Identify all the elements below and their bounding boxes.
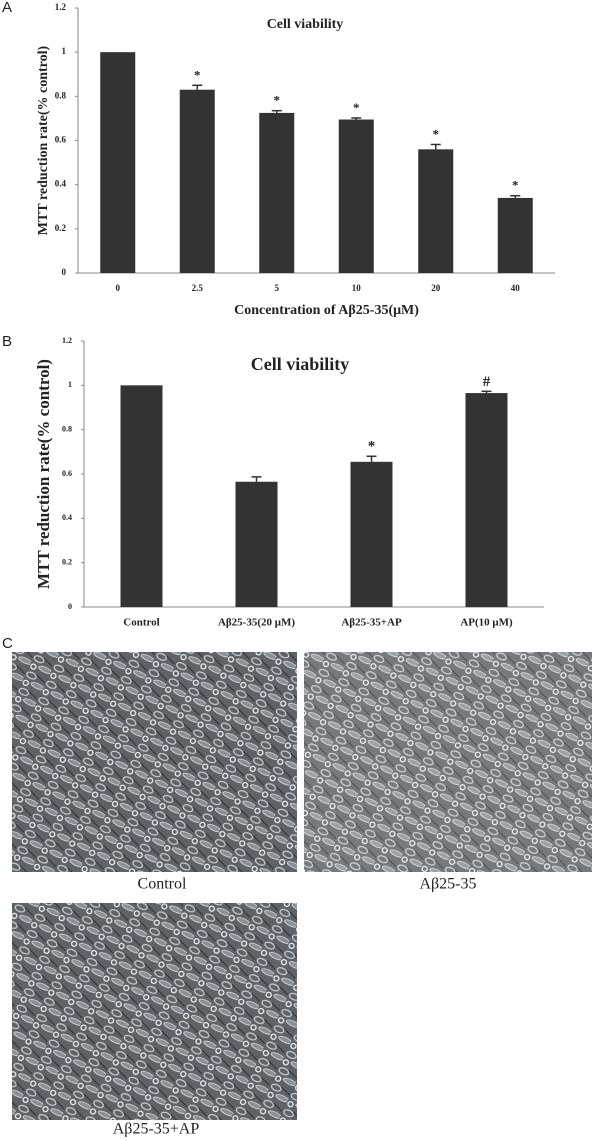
y-tick-label: 0.2 — [62, 557, 72, 566]
annotation: * — [512, 178, 519, 193]
panel-c: C Control Aβ25-35 Aβ25-35+AP — [2, 635, 592, 1138]
bar — [350, 461, 393, 607]
micrograph — [12, 652, 297, 872]
y-tick-label: 1 — [68, 380, 72, 389]
x-tick-label: 20 — [431, 283, 441, 293]
annotation: * — [368, 439, 376, 455]
annotation: # — [483, 374, 491, 390]
y-tick-label: 0.6 — [55, 135, 67, 145]
annotation: * — [353, 100, 360, 115]
bar — [235, 481, 278, 607]
x-tick-label: 2.5 — [192, 283, 204, 293]
annotation: * — [194, 67, 201, 82]
x-tick-label: AP(10 μM) — [460, 617, 513, 629]
x-tick-label: Aβ25-35+AP — [341, 617, 402, 629]
x-tick-label: 40 — [511, 283, 521, 293]
y-tick-label: 1 — [62, 46, 67, 56]
y-tick-label: 0.8 — [55, 90, 67, 100]
y-tick-label: 0.8 — [62, 424, 72, 433]
y-tick-label: 1.2 — [62, 336, 72, 345]
x-axis-label: Concentration of Aβ25-35(μM) — [234, 303, 419, 318]
y-tick-label: 0.4 — [55, 179, 67, 189]
y-tick-label: 1.2 — [55, 2, 67, 12]
x-tick-label: 0 — [116, 283, 121, 293]
panel-label: A — [2, 0, 12, 16]
caption: Aβ25-35+AP — [113, 1121, 200, 1138]
bar — [259, 112, 295, 273]
panel-label: C — [2, 635, 13, 652]
bar — [120, 385, 163, 607]
chart-title: Cell viability — [251, 354, 350, 374]
y-tick-label: 0 — [68, 602, 72, 611]
bar — [179, 89, 215, 273]
caption: Aβ25-35 — [419, 876, 476, 893]
micrograph — [12, 903, 297, 1120]
x-tick-label: Control — [123, 617, 159, 629]
x-tick-label: 5 — [275, 283, 280, 293]
x-tick-label: Aβ25-35(20 μM) — [218, 617, 295, 629]
annotation: * — [274, 93, 281, 108]
y-axis-label: MTT reduction rate(% control) — [34, 359, 53, 589]
y-tick-label: 0.2 — [55, 223, 67, 233]
y-tick-label: 0 — [62, 267, 67, 277]
panel-label: B — [2, 333, 12, 350]
bar — [497, 197, 533, 273]
y-tick-label: 0.6 — [62, 469, 72, 478]
y-axis-label: MTT reduction rate(% control) — [36, 45, 51, 235]
bar — [418, 149, 454, 273]
chart-title: Cell viability — [267, 17, 344, 32]
x-tick-label: 10 — [352, 283, 362, 293]
y-tick-label: 0.4 — [62, 513, 72, 522]
caption: Control — [138, 876, 187, 893]
annotation: * — [433, 126, 440, 141]
bar — [465, 393, 508, 607]
micrograph — [304, 652, 592, 872]
bar — [100, 52, 136, 273]
bar — [338, 119, 374, 273]
